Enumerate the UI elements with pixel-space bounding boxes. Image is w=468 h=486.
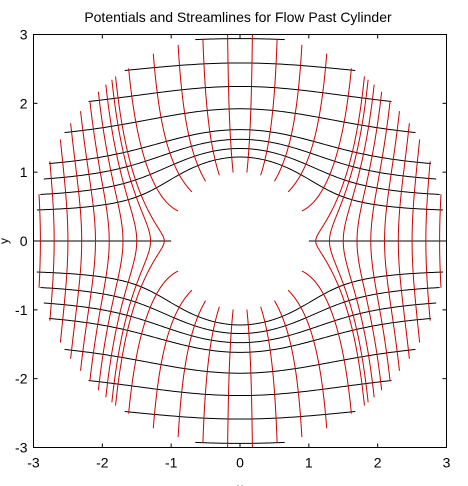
equipotential-line — [202, 39, 220, 176]
equipotential-line — [246, 309, 253, 448]
streamline — [64, 108, 416, 134]
equipotential-line — [439, 194, 442, 288]
equipotential-line — [273, 300, 303, 438]
equipotential-line — [128, 270, 179, 414]
streamline — [48, 129, 432, 165]
streamline — [88, 85, 392, 103]
equipotential-line — [89, 100, 110, 382]
equipotential-line — [59, 139, 69, 343]
x-tick-label: -1 — [165, 455, 178, 471]
equipotential-line — [425, 161, 431, 321]
y-tick-label: 1 — [20, 164, 28, 180]
equipotential-line — [260, 39, 278, 176]
equipotential-line — [128, 68, 179, 212]
equipotential-line — [111, 79, 152, 403]
plot-area — [33, 34, 447, 448]
streamline — [40, 287, 440, 335]
equipotential-line — [315, 76, 365, 406]
equipotential-line — [342, 84, 375, 398]
equipotential-line — [411, 139, 421, 343]
equipotential-line — [301, 270, 352, 414]
equipotential-line — [97, 91, 124, 391]
equipotential-line — [177, 44, 207, 182]
y-tick-label: -3 — [15, 440, 28, 456]
equipotential-line — [370, 100, 391, 382]
equipotential-line — [152, 53, 193, 193]
streamline — [124, 411, 356, 420]
x-tick-label: -3 — [27, 455, 40, 471]
equipotential-line — [287, 53, 328, 193]
y-tick-label: 2 — [20, 95, 28, 111]
equipotential-line — [397, 123, 410, 359]
equipotential-line — [384, 111, 400, 371]
chart-title: Potentials and Streamlines for Flow Past… — [84, 9, 392, 25]
y-tick-label: -1 — [15, 302, 28, 318]
equipotential-line — [115, 76, 165, 406]
streamline — [36, 271, 444, 326]
streamline — [43, 302, 437, 344]
equipotential-line — [260, 306, 278, 443]
equipotential-line — [287, 289, 328, 429]
y-axis-label: y — [0, 238, 11, 244]
streamline — [48, 317, 432, 353]
streamline — [64, 348, 416, 374]
equipotential-line — [70, 123, 83, 359]
equipotential-line — [80, 111, 96, 371]
equipotential-line — [246, 34, 253, 173]
y-tick-label: 3 — [20, 27, 28, 43]
equipotential-line — [202, 306, 220, 443]
equipotential-line — [227, 34, 234, 173]
equipotential-line — [328, 79, 369, 403]
streamline — [195, 38, 285, 41]
equipotential-line — [152, 289, 193, 429]
equipotential-line — [105, 84, 138, 398]
equipotential-line — [273, 44, 303, 182]
streamline — [88, 379, 392, 397]
x-tick-label: 0 — [236, 455, 244, 471]
x-tick-label: 1 — [305, 455, 313, 471]
equipotential-line — [49, 161, 55, 321]
x-tick-label: -2 — [96, 455, 109, 471]
equipotential-line — [38, 194, 41, 288]
equipotential-line — [227, 309, 234, 448]
equipotential-line — [356, 91, 383, 391]
y-tick-label: 0 — [20, 233, 28, 249]
streamline — [195, 441, 285, 444]
streamline — [36, 156, 444, 211]
streamline — [43, 138, 437, 180]
streamline — [124, 62, 356, 71]
x-axis-label: x — [237, 481, 243, 486]
equipotential-line — [177, 300, 207, 438]
y-tick-label: -2 — [15, 371, 28, 387]
x-tick-label: 2 — [374, 455, 382, 471]
streamline — [40, 147, 440, 195]
equipotential-line — [301, 68, 352, 212]
x-tick-label: 3 — [443, 455, 451, 471]
axis-ticks: -3 -2 -1 0 1 2 3 -3 -2 -1 0 1 2 3 — [15, 27, 451, 471]
